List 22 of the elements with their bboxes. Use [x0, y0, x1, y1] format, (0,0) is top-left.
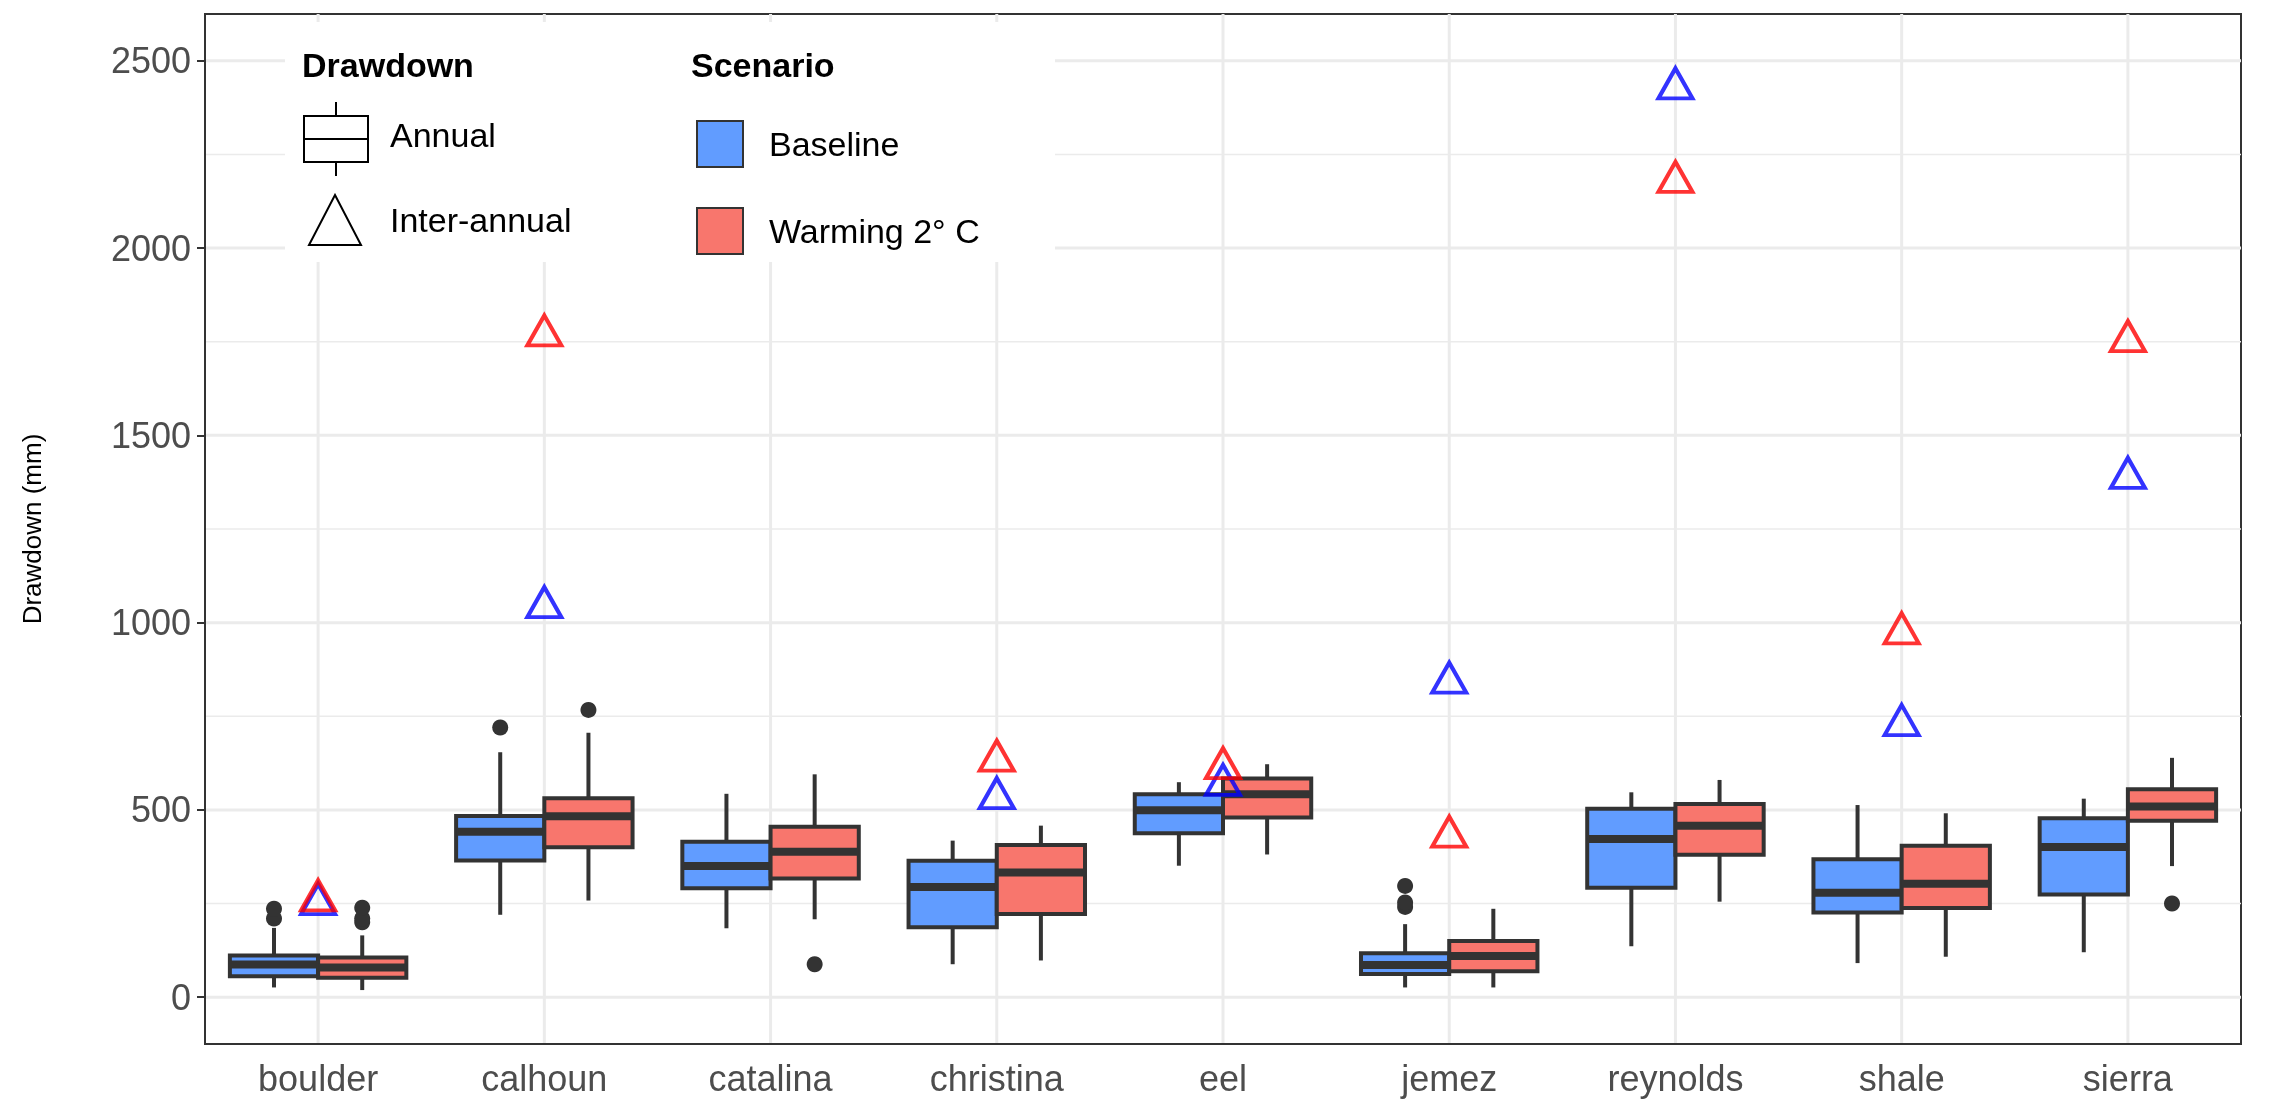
y-tick-label: 0	[170, 976, 191, 1018]
y-tick-label: 2500	[110, 40, 191, 82]
x-tick-label: boulder	[258, 1057, 379, 1099]
x-tick-label: jemez	[1400, 1057, 1498, 1099]
x-tick-label: shale	[1858, 1057, 1945, 1099]
y-tick-label: 1500	[110, 414, 191, 456]
y-tick-label: 2000	[110, 227, 191, 269]
y-axis-title: Drawdown (mm)	[17, 433, 47, 625]
legend-title: Scenario	[691, 46, 835, 84]
annotation: Annual	[390, 116, 496, 154]
legend-label: Baseline	[769, 125, 900, 163]
y-tick-label: 500	[130, 789, 191, 831]
x-tick-label: sierra	[2082, 1057, 2174, 1099]
x-tick-label: reynolds	[1607, 1057, 1744, 1099]
x-tick-label: catalina	[708, 1057, 834, 1099]
legend-label: Warming 2° C	[769, 212, 980, 250]
x-tick-label: eel	[1198, 1057, 1248, 1099]
x-tick-label: christina	[929, 1057, 1065, 1099]
x-tick-label: calhoun	[481, 1057, 608, 1099]
y-tick-label: 1000	[110, 602, 191, 644]
annotation: Drawdown	[302, 46, 474, 84]
annotation: Inter-annual	[390, 201, 572, 239]
